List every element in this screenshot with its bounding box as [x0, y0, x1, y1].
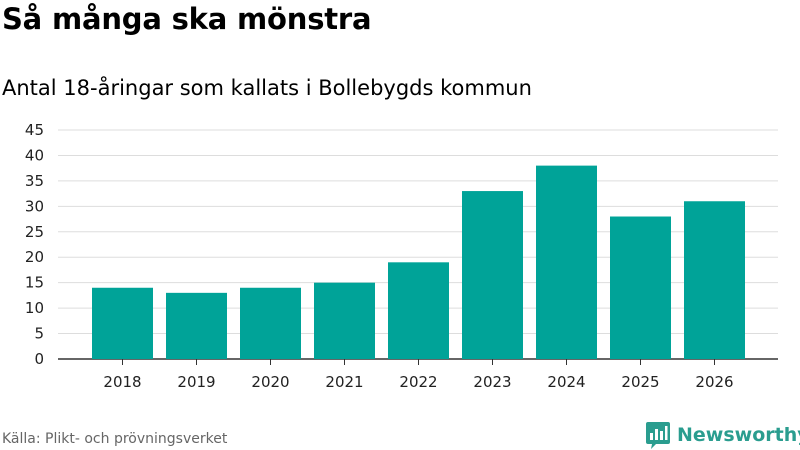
y-tick-label: 0: [34, 350, 44, 368]
x-tick-label: 2018: [103, 373, 141, 391]
y-tick-label: 45: [25, 121, 44, 139]
x-axis-ticks: 2018 2019 2020 2021 2022 2023 2024 2025 2026: [103, 359, 734, 391]
x-tick-label: 2019: [177, 373, 215, 391]
newsworthy-wordmark: Newsworthy: [677, 424, 800, 446]
bar-2020: [240, 287, 301, 359]
newsworthy-logo-icon: [646, 422, 670, 449]
bar-2021: [314, 282, 375, 359]
x-tick-label: 2026: [695, 373, 733, 391]
chart-subtitle: Antal 18-åringar som kallats i Bollebygd…: [2, 76, 532, 100]
bar-2026: [684, 201, 745, 359]
x-tick-label: 2025: [621, 373, 659, 391]
y-tick-label: 5: [34, 325, 44, 343]
y-tick-label: 30: [25, 197, 44, 215]
y-tick-label: 10: [25, 299, 44, 317]
x-tick-label: 2021: [325, 373, 363, 391]
bar-2025: [610, 216, 671, 359]
x-tick-label: 2022: [399, 373, 437, 391]
bar-2019: [166, 292, 227, 359]
y-tick-label: 25: [25, 223, 44, 241]
source-note: Källa: Plikt- och prövningsverket: [2, 431, 228, 447]
y-tick-label: 20: [25, 248, 44, 266]
chart-title: Så många ska mönstra: [2, 2, 372, 36]
y-tick-label: 15: [25, 274, 44, 292]
x-tick-label: 2023: [473, 373, 511, 391]
y-tick-label: 40: [25, 146, 44, 164]
bar-2018: [92, 287, 153, 359]
x-tick-label: 2020: [251, 373, 289, 391]
y-axis-ticks: 0 5 10 15 20 25 30 35 40 45: [25, 121, 44, 368]
y-tick-label: 35: [25, 172, 44, 190]
bar-2024: [536, 165, 597, 359]
bar-2023: [462, 191, 523, 359]
bars: [92, 165, 745, 359]
newsworthy-logo: Newsworthy: [645, 420, 800, 450]
bar-2022: [388, 262, 449, 359]
x-tick-label: 2024: [547, 373, 585, 391]
